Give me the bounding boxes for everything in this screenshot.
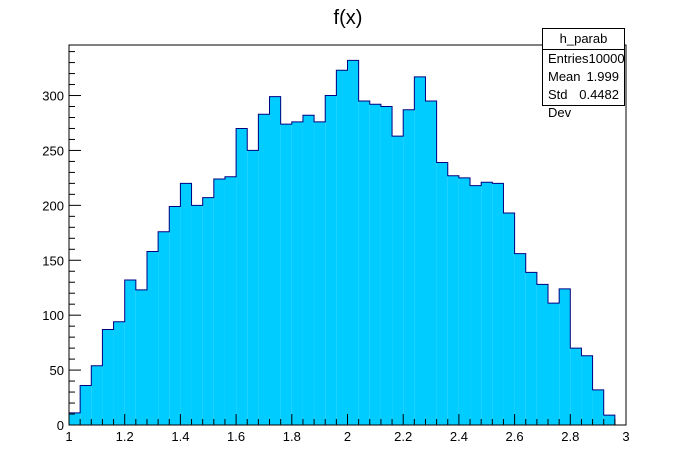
histogram-bin	[436, 162, 448, 425]
stats-stddev-value: 0.4482	[579, 87, 619, 102]
chart-title: f(x)	[334, 7, 363, 29]
y-tick-label: 50	[50, 363, 64, 378]
histogram-bin	[336, 70, 348, 425]
stats-mean-label: Mean	[548, 69, 581, 84]
histogram-bin	[481, 182, 493, 425]
histogram-bin	[592, 389, 604, 425]
y-tick-label: 150	[42, 253, 64, 268]
histogram-bin	[135, 289, 147, 425]
histogram-bin	[380, 106, 393, 425]
histogram-bin	[69, 412, 81, 425]
histogram-bin	[548, 303, 560, 425]
y-tick-label: 200	[42, 198, 64, 213]
histogram-bin	[113, 321, 125, 425]
histogram-bin	[213, 178, 225, 425]
histogram-bin	[146, 251, 159, 425]
histogram-bin	[447, 175, 459, 425]
histogram-bin	[603, 415, 615, 425]
stats-row-stddev: Std Dev 0.4482	[543, 86, 624, 120]
x-tick-label: 1.8	[283, 429, 301, 444]
histogram-bin	[570, 348, 582, 425]
stats-row-entries: Entries 10000	[543, 50, 625, 68]
histogram-bin	[525, 272, 537, 425]
histogram-bin	[102, 329, 114, 425]
x-tick-label: 1.6	[227, 429, 245, 444]
histogram-bin	[536, 284, 549, 425]
histogram-bin	[247, 150, 259, 425]
x-tick-label: 1.2	[116, 429, 134, 444]
histogram-bin	[180, 183, 192, 425]
x-tick-label: 2.6	[506, 429, 524, 444]
histogram-bin	[458, 177, 471, 425]
histogram-bin	[392, 136, 404, 425]
x-tick-label: 3	[622, 429, 629, 444]
histogram-bin	[169, 206, 181, 425]
histogram-bin	[269, 96, 281, 425]
x-tick-label: 2.4	[450, 429, 468, 444]
histogram-bin	[403, 109, 415, 425]
y-tick-label: 300	[42, 89, 64, 104]
histogram-bin	[581, 355, 593, 425]
histogram-bin	[559, 288, 571, 425]
histogram-bin	[325, 95, 337, 425]
histogram-bars	[68, 59, 626, 426]
histogram-bin	[224, 176, 237, 425]
stats-box: h_parab Entries 10000 Mean 1.999 Std Dev…	[542, 28, 625, 120]
x-tick-label: 2	[344, 429, 351, 444]
histogram-bin	[191, 205, 203, 425]
histogram-bin	[291, 121, 303, 426]
stats-box-title: h_parab	[543, 29, 624, 50]
histogram-bin	[425, 101, 437, 425]
y-tick-label: 250	[42, 143, 64, 158]
histogram-bin	[414, 76, 426, 426]
histogram-bin	[470, 185, 482, 425]
histogram-bin	[302, 115, 315, 426]
stats-entries-label: Entries	[548, 51, 589, 66]
y-tick-label: 100	[42, 308, 64, 323]
histogram-outline	[68, 59, 626, 426]
x-tick-label: 1	[65, 429, 72, 444]
axes: 1 1.2 1.4 1.6 1.8 2 2.2 2.4 2.6 2.8 3 0 50 100 150 200 2…	[42, 44, 630, 444]
histogram-bin	[124, 280, 136, 425]
histogram-bin	[236, 128, 248, 425]
x-tick-label: 1.4	[171, 429, 189, 444]
x-tick-label: 2.2	[394, 429, 412, 444]
histogram-bin	[369, 104, 381, 425]
histogram-bin	[80, 385, 92, 425]
histogram-bin	[91, 365, 103, 425]
x-tick-label: 2.8	[561, 429, 579, 444]
histogram-bin	[358, 101, 370, 425]
histogram-bin	[158, 231, 170, 425]
histogram-bin	[514, 253, 526, 425]
histogram-bin	[258, 114, 270, 426]
y-tick-label: 0	[57, 418, 64, 433]
stats-row-mean: Mean 1.999	[543, 68, 624, 86]
stats-stddev-label: Std Dev	[548, 87, 572, 120]
histogram-bin	[202, 197, 214, 425]
histogram-bin	[314, 121, 326, 426]
stats-mean-value: 1.999	[586, 69, 619, 84]
stats-entries-value: 10000	[588, 51, 625, 66]
histogram-bin	[503, 213, 515, 425]
histogram-bin	[280, 124, 292, 426]
histogram-bin	[347, 60, 359, 425]
histogram-bin	[492, 183, 504, 425]
